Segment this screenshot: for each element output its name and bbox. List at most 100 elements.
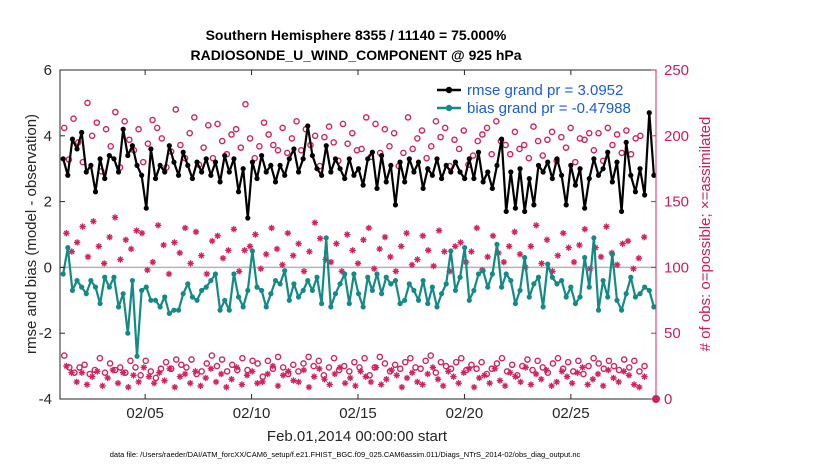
bias-point: [415, 297, 422, 303]
obs-assimilated-low-marker: [434, 376, 442, 383]
obs-possible-marker: [88, 132, 96, 140]
obs-assimilated-marker: [387, 253, 394, 261]
obs-assimilated-marker: [246, 243, 254, 250]
obs-assimilated-marker: [360, 236, 367, 243]
rmse-point: [540, 169, 546, 175]
bias-point: [125, 330, 131, 336]
rmse-point: [268, 162, 274, 169]
obs-assimilated-low-marker: [331, 370, 338, 378]
obs-assimilated-low-marker: [372, 364, 380, 371]
y2-axis-label: # of obs: o=possible; ×=assimilated: [697, 117, 714, 352]
obs-possible-marker: [474, 137, 482, 145]
bias-point: [162, 294, 168, 300]
rmse-point: [226, 169, 232, 175]
bias-point: [272, 277, 279, 284]
obs-assimilated-low-marker: [636, 383, 643, 391]
obs-possible-marker: [581, 136, 588, 144]
obs-possible-low-marker: [468, 361, 475, 369]
obs-assimilated-low-marker: [326, 381, 333, 388]
obs-assimilated-low-marker: [73, 378, 80, 386]
obs-possible-low-marker: [264, 357, 272, 365]
obs-assimilated-low-marker: [321, 376, 328, 383]
rmse-point: [157, 162, 163, 169]
bias-point: [591, 235, 597, 241]
rmse-point: [249, 159, 255, 165]
obs-assimilated-marker: [419, 232, 427, 240]
obs-assimilated-marker: [214, 232, 221, 240]
obs-possible-low-marker: [147, 368, 155, 375]
obs-assimilated-marker: [549, 268, 556, 275]
obs-assimilated-low-marker: [517, 378, 524, 386]
obs-possible-marker: [400, 149, 407, 157]
obs-possible-marker: [60, 124, 68, 132]
obs-possible-marker: [585, 129, 593, 137]
rmse-point: [379, 152, 385, 159]
obs-possible-marker: [102, 125, 110, 133]
obs-possible-low-marker: [178, 361, 185, 369]
obs-assimilated-low-marker: [388, 366, 395, 374]
obs-possible-low-marker: [249, 357, 256, 365]
obs-possible-low-marker: [305, 353, 312, 361]
bias-point: [609, 251, 615, 257]
obs-assimilated-low-marker: [512, 373, 519, 380]
obs-assimilated-marker: [68, 248, 75, 255]
obs-assimilated-low-marker: [398, 383, 406, 391]
rmse-point: [563, 202, 569, 208]
bias-point: [129, 277, 136, 284]
obs-possible-marker: [460, 127, 468, 134]
obs-possible-low-marker: [401, 358, 409, 366]
rmse-point: [480, 179, 486, 185]
rmse-point: [259, 152, 265, 159]
bias-point: [143, 284, 149, 290]
bias-point: [457, 274, 463, 280]
obs-assimilated-marker: [149, 258, 156, 266]
obs-possible-low-marker: [106, 360, 114, 367]
obs-possible-low-marker: [432, 369, 440, 376]
obs-possible-marker: [107, 143, 115, 150]
rmse-point: [295, 169, 302, 175]
obs-assimilated-low-marker: [584, 381, 591, 388]
obs-assimilated-low-marker: [223, 383, 230, 391]
obs-assimilated-low-marker: [347, 374, 354, 382]
obs-assimilated-marker: [425, 247, 432, 254]
obs-assimilated-low-marker: [181, 370, 189, 378]
bias-point: [452, 287, 459, 294]
rmse-point: [337, 166, 343, 172]
bias-point: [346, 300, 352, 307]
rmse-point: [397, 159, 403, 165]
x-tick-label: 02/25: [552, 405, 590, 422]
obs-possible-low-marker: [254, 360, 261, 367]
rmse-point: [457, 169, 463, 175]
obs-assimilated-low-marker: [243, 372, 251, 379]
y-tick-label: 4: [44, 128, 52, 145]
rmse-point: [305, 123, 311, 129]
obs-assimilated-low-marker: [429, 364, 437, 371]
obs-assimilated-marker: [133, 227, 140, 234]
obs-assimilated-low-marker: [574, 369, 581, 376]
obs-assimilated-marker: [160, 241, 167, 249]
obs-assimilated-low-marker: [367, 378, 375, 386]
rmse-point: [494, 162, 500, 169]
bias-point: [65, 245, 71, 251]
obs-possible-low-marker: [295, 368, 302, 375]
obs-assimilated-marker: [619, 240, 626, 247]
obs-assimilated-low-marker: [202, 374, 209, 382]
obs-assimilated-low-marker: [491, 365, 498, 372]
obs-possible-marker: [483, 124, 491, 132]
obs-possible-marker: [390, 129, 398, 137]
obs-assimilated-low-marker: [140, 364, 148, 371]
y-tick-label: -4: [39, 391, 52, 408]
obs-assimilated-marker: [171, 239, 178, 246]
obs-assimilated-marker: [343, 231, 351, 238]
bias-point: [249, 248, 255, 254]
rmse-point: [120, 126, 126, 132]
obs-possible-low-marker: [208, 352, 216, 359]
obs-assimilated-marker: [262, 251, 270, 258]
obs-possible-marker: [293, 118, 300, 125]
obs-possible-low-marker: [575, 357, 582, 365]
obs-assimilated-low-marker: [465, 365, 473, 372]
obs-assimilated-marker: [614, 261, 621, 268]
obs-possible-low-marker: [631, 357, 638, 365]
obs-possible-low-marker: [625, 364, 633, 371]
obs-assimilated-marker: [257, 265, 264, 272]
